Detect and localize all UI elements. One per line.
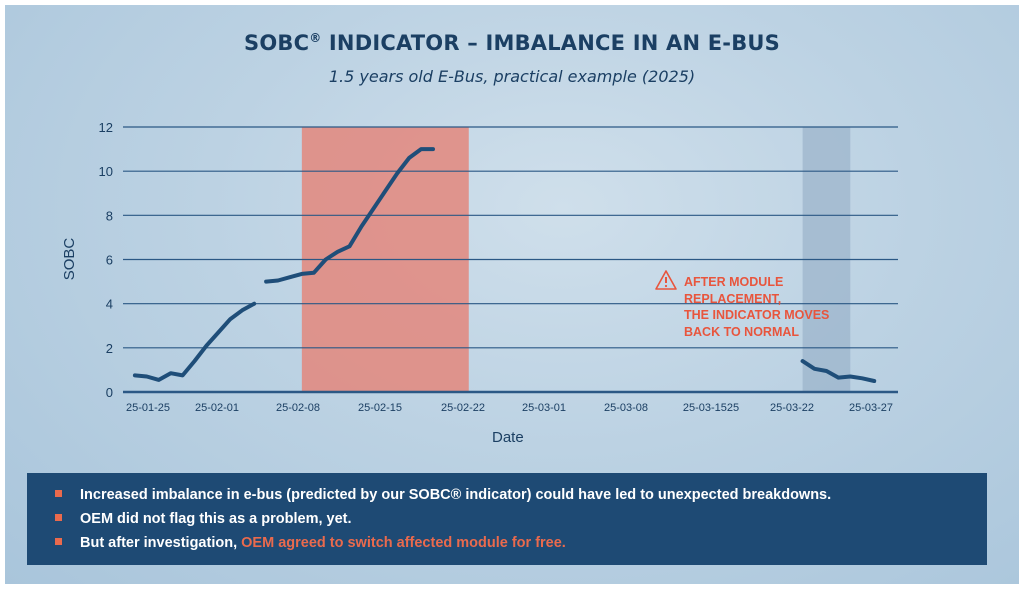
y-tick-label: 8 bbox=[106, 208, 113, 223]
x-tick-label: 25-03-08 bbox=[604, 402, 648, 414]
y-axis-label: SOBC bbox=[61, 238, 78, 281]
slide-title: SOBC® INDICATOR – IMBALANCE IN AN E-BUS bbox=[244, 31, 780, 55]
sobc-series-line bbox=[132, 301, 257, 382]
y-tick-label: 6 bbox=[106, 253, 113, 268]
bullet-item: OEM did not flag this as a problem, yet. bbox=[55, 511, 352, 527]
x-tick-label: 25-02-22 bbox=[441, 402, 485, 414]
x-tick-label: 25-01-25 bbox=[126, 402, 170, 414]
y-tick-label: 0 bbox=[106, 385, 113, 400]
x-tick-label: 25-03-1525 bbox=[683, 402, 739, 414]
slide-subtitle: 1.5 years old E-Bus, practical example (… bbox=[328, 67, 696, 86]
x-tick-label: 25-02-15 bbox=[358, 402, 402, 414]
summary-box: Increased imbalance in e-bus (predicted … bbox=[27, 473, 987, 565]
sobc-series-line bbox=[264, 147, 435, 284]
y-tick-label: 2 bbox=[106, 341, 113, 356]
bullet-square-icon bbox=[55, 538, 62, 545]
x-tick-label: 25-02-01 bbox=[195, 402, 239, 414]
x-axis-label: Date bbox=[492, 429, 524, 446]
y-tick-label: 12 bbox=[99, 120, 113, 135]
sobc-series-line bbox=[800, 359, 877, 383]
bullet-item: Increased imbalance in e-bus (predicted … bbox=[55, 487, 831, 503]
y-tick-label: 10 bbox=[99, 164, 113, 179]
annotation-text: AFTER MODULE REPLACEMENT, THE INDICATOR … bbox=[684, 275, 830, 339]
x-tick-label: 25-03-27 bbox=[849, 402, 893, 414]
y-tick-label: 4 bbox=[106, 297, 113, 312]
bullet-square-icon bbox=[55, 490, 62, 497]
x-tick-label: 25-02-08 bbox=[276, 402, 320, 414]
warning-triangle-icon bbox=[655, 270, 677, 290]
bullet-square-icon bbox=[55, 514, 62, 521]
x-tick-label: 25-03-22 bbox=[770, 402, 814, 414]
x-tick-label: 25-03-01 bbox=[522, 402, 566, 414]
bullet-item: But after investigation, OEM agreed to s… bbox=[55, 535, 566, 551]
